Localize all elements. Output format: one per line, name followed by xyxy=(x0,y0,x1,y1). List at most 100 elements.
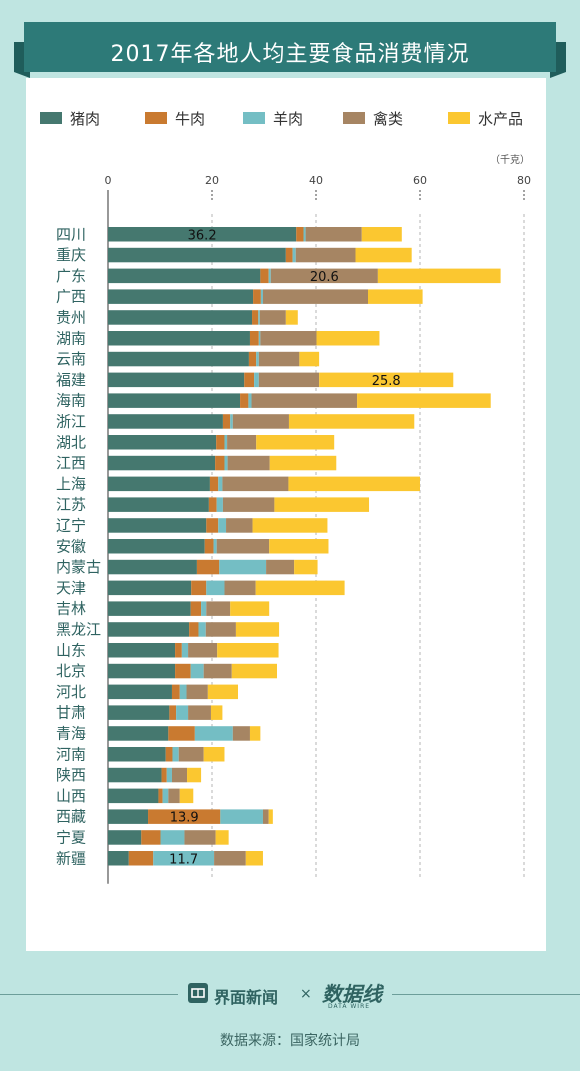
bar-segment xyxy=(262,289,368,304)
bar-segment xyxy=(377,268,501,284)
bar-segment xyxy=(248,393,252,408)
bar-segment xyxy=(222,476,289,492)
bar-segment xyxy=(218,476,223,492)
bar-segment xyxy=(258,351,300,367)
bar-segment xyxy=(258,310,260,325)
bar-segment xyxy=(224,580,256,596)
bar-segment xyxy=(184,830,216,845)
bar-segment xyxy=(108,268,261,284)
bar-segment xyxy=(274,497,370,512)
category-label: 江西 xyxy=(56,454,86,472)
bar-segment xyxy=(292,247,296,263)
category-label: 天津 xyxy=(56,579,86,597)
data-label: 36.2 xyxy=(188,228,217,243)
bar-segment xyxy=(108,310,253,325)
category-label: 新疆 xyxy=(56,849,86,867)
chart-card xyxy=(26,78,546,951)
legend-swatch-beef xyxy=(145,112,167,124)
bar-segment xyxy=(262,809,269,824)
category-label: 福建 xyxy=(56,371,86,389)
x-tick-label: 40 xyxy=(309,174,323,187)
data-label: 25.8 xyxy=(372,374,401,389)
bar-segment xyxy=(230,414,233,429)
category-label: 重庆 xyxy=(56,246,86,264)
bar-segment xyxy=(108,851,129,866)
bar-segment xyxy=(162,788,169,804)
category-label: 贵州 xyxy=(56,308,86,326)
bar-segment xyxy=(209,476,219,492)
bar-segment xyxy=(258,372,320,388)
category-label: 北京 xyxy=(56,662,86,680)
category-label: 江苏 xyxy=(56,496,86,514)
datawire-logo: 数据线 xyxy=(322,982,382,1006)
bar-segment xyxy=(296,227,304,242)
bar-segment xyxy=(294,559,318,575)
bar-segment xyxy=(108,726,169,741)
bar-segment xyxy=(153,851,215,866)
bar-segment xyxy=(245,851,263,866)
bar-segment xyxy=(227,455,270,471)
title-ribbon xyxy=(14,22,566,78)
bar-segment xyxy=(285,247,293,263)
bar-segment xyxy=(108,435,217,450)
bar-segment xyxy=(203,663,232,679)
bar-segment xyxy=(108,331,250,346)
bar-segment xyxy=(179,788,194,804)
bar-segment xyxy=(258,331,261,346)
category-label: 西藏 xyxy=(56,808,86,826)
bar-segment xyxy=(224,455,228,471)
stacked-bar-chart: 0 20 40 60 80 （千克） 四川重庆广东广西贵州湖南云南福建海南浙江湖北江西上海江… xyxy=(56,154,531,884)
bar-segment xyxy=(191,580,207,596)
bar-segment xyxy=(196,559,220,575)
category-label: 安徽 xyxy=(56,537,86,555)
bar-segment xyxy=(189,622,199,637)
bar-segment xyxy=(214,851,246,866)
data-label: 13.9 xyxy=(170,811,199,826)
legend: 猪肉 牛肉 羊肉 禽类 水产品 xyxy=(30,106,550,130)
bar-segment xyxy=(232,726,250,741)
bar-segment xyxy=(253,289,261,304)
bar-segment xyxy=(206,601,231,616)
bar-segment xyxy=(148,809,221,824)
bar-segment xyxy=(217,643,279,658)
legend-label-poultry: 禽类 xyxy=(373,109,404,128)
bar-segment xyxy=(108,580,192,596)
legend-label-beef: 牛肉 xyxy=(175,109,206,128)
category-label: 山西 xyxy=(56,787,86,805)
x-tick-label: 80 xyxy=(517,174,531,187)
bar-segment xyxy=(186,684,208,700)
bar-segment xyxy=(206,580,225,596)
category-label: 辽宁 xyxy=(56,516,86,534)
legend-swatch-mutton xyxy=(243,112,265,124)
bar-segment xyxy=(255,580,345,596)
legend-item-poultry: 禽类 xyxy=(343,106,403,130)
bar-segment xyxy=(361,227,402,242)
bar-segment xyxy=(108,809,149,824)
jiemian-logo-icon xyxy=(188,983,208,1003)
bar-segment xyxy=(269,455,337,471)
bar-segment xyxy=(108,767,162,783)
bar-segment xyxy=(269,539,329,554)
category-label: 广西 xyxy=(56,288,86,306)
bar-segment xyxy=(251,393,358,408)
legend-swatch-aquatic xyxy=(448,112,470,124)
bar-segment xyxy=(201,601,207,616)
bar-segment xyxy=(299,351,320,367)
category-label: 甘肃 xyxy=(56,704,86,722)
bar-segment xyxy=(208,497,217,512)
bar-segment xyxy=(187,767,202,783)
bar-segment xyxy=(224,435,228,450)
legend-item-beef: 牛肉 xyxy=(145,106,205,130)
bar-segment xyxy=(210,705,223,720)
bar-segment xyxy=(260,289,263,304)
bar-segment xyxy=(188,705,211,720)
bar-segment xyxy=(175,663,191,679)
bar-segment xyxy=(165,747,173,762)
bar-segment xyxy=(288,414,415,429)
bar-segment xyxy=(171,684,180,700)
category-label: 吉林 xyxy=(56,600,86,618)
category-label: 湖北 xyxy=(56,433,86,451)
bar-segment xyxy=(256,435,335,450)
bar-segment xyxy=(295,247,356,263)
category-label: 青海 xyxy=(56,724,86,742)
